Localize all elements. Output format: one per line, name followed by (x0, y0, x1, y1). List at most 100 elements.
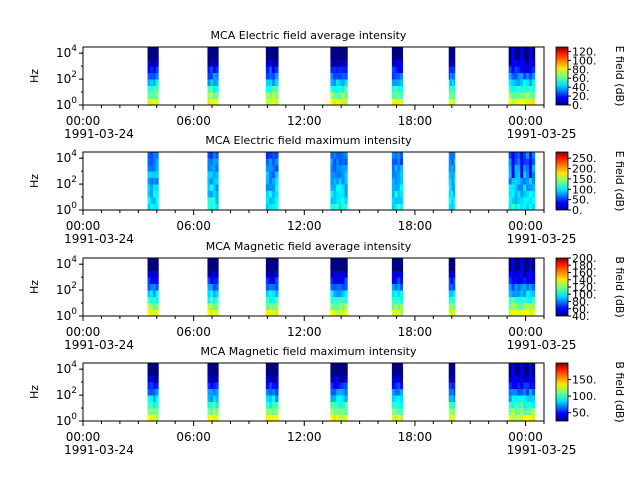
heatmap-cell (150, 85, 154, 93)
heatmap-cell (517, 164, 521, 172)
heatmap-cell (152, 190, 157, 198)
heatmap-cell (150, 59, 154, 67)
heatmap-cell (394, 66, 398, 74)
heatmap-cell (215, 258, 219, 265)
heatmap-cell (508, 59, 512, 67)
heatmap-cell (511, 283, 515, 291)
heatmap-cell (212, 264, 216, 272)
heatmap-cell (215, 283, 219, 291)
heatmap-cell (150, 152, 154, 159)
heatmap-cell (275, 85, 279, 93)
heatmap-cell (268, 98, 273, 106)
heatmap-cell (528, 171, 533, 179)
heatmap-cell (344, 277, 348, 285)
heatmap-cell (453, 375, 456, 383)
heatmap-cell (526, 382, 530, 390)
heatmap-cell (450, 72, 453, 80)
heatmap-cell (520, 85, 524, 93)
heatmap-cell (451, 158, 454, 166)
heatmap-cell (397, 382, 401, 390)
heatmap-cell (511, 59, 515, 67)
heatmap-cell (333, 277, 337, 285)
heatmap-cell (147, 59, 151, 67)
heatmap-cell (336, 296, 340, 304)
x-tick-label: 00:00 (66, 430, 101, 444)
heatmap-cell (397, 92, 401, 99)
heatmap-cell (517, 270, 521, 278)
heatmap-cell (150, 309, 154, 317)
heatmap-cell (152, 270, 157, 278)
heatmap-cell (265, 375, 270, 383)
heatmap-cell (155, 92, 159, 99)
heatmap-cell (265, 171, 270, 179)
heatmap-cell (152, 296, 157, 304)
heatmap-cell (338, 401, 343, 409)
heatmap-cell (399, 98, 404, 106)
heatmap-cell (268, 85, 273, 93)
x-tick-label: 00:00 (66, 325, 101, 339)
heatmap-cell (272, 382, 276, 390)
heatmap-cell (330, 408, 334, 415)
heatmap-cell (523, 375, 527, 383)
x-date-label: 1991-03-24 (64, 232, 134, 246)
colorbar-tick-label: 200. (572, 252, 597, 265)
axes-frame (82, 151, 545, 211)
heatmap-cell (397, 184, 401, 191)
heatmap-cell (453, 277, 456, 285)
colorbar-gradient (555, 362, 569, 422)
heatmap-cell (341, 92, 345, 99)
heatmap-cell (150, 47, 154, 54)
heatmap-cell (338, 85, 343, 93)
heatmap-cell (152, 79, 157, 86)
heatmap-cell (336, 264, 340, 272)
heatmap-cell (528, 98, 533, 106)
heatmap-cell (152, 98, 157, 106)
heatmap-cell (399, 66, 404, 74)
heatmap-cell (272, 309, 276, 317)
heatmap-cell (155, 277, 159, 285)
heatmap-cell (336, 388, 340, 396)
heatmap-cell (508, 177, 512, 185)
heatmap-cell (212, 382, 216, 390)
heatmap-cell (451, 53, 454, 61)
heatmap-cell (526, 369, 530, 377)
heatmap-cell (210, 270, 214, 278)
heatmap-cell (338, 414, 343, 422)
heatmap-cell (450, 270, 453, 278)
heatmap-cell (212, 388, 216, 396)
heatmap-cell (265, 264, 270, 272)
heatmap-cell (207, 277, 211, 285)
heatmap-cell (215, 388, 219, 396)
heatmap-cell (275, 92, 279, 99)
heatmap-cell (336, 309, 340, 317)
heatmap-cell (394, 408, 398, 415)
heatmap-cell (275, 79, 279, 86)
heatmap-cell (453, 79, 456, 86)
heatmap-cell (453, 177, 456, 185)
heatmap-cell (453, 408, 456, 415)
heatmap-cell (394, 375, 398, 383)
heatmap-cell (508, 79, 512, 86)
heatmap-cell (451, 190, 454, 198)
heatmap-cell (212, 184, 216, 191)
heatmap-cell (212, 303, 216, 310)
heatmap-cell (520, 375, 524, 383)
heatmap-cell (344, 79, 348, 86)
heatmap-cell (275, 363, 279, 370)
heatmap-cell (336, 414, 340, 422)
heatmap-cell (448, 270, 451, 278)
heatmap-cell (215, 264, 219, 272)
heatmap-cell (391, 270, 395, 278)
heatmap-cell (453, 309, 456, 317)
heatmap-cell (155, 85, 159, 93)
heatmap-cell (341, 296, 345, 304)
heatmap-cell (333, 388, 337, 396)
heatmap-cell (528, 59, 533, 67)
heatmap-cell (272, 184, 276, 191)
heatmap-cell (215, 53, 219, 61)
heatmap-cell (207, 98, 211, 106)
heatmap-cell (523, 190, 527, 198)
heatmap-cell (341, 395, 345, 402)
heatmap-cell (150, 277, 154, 285)
